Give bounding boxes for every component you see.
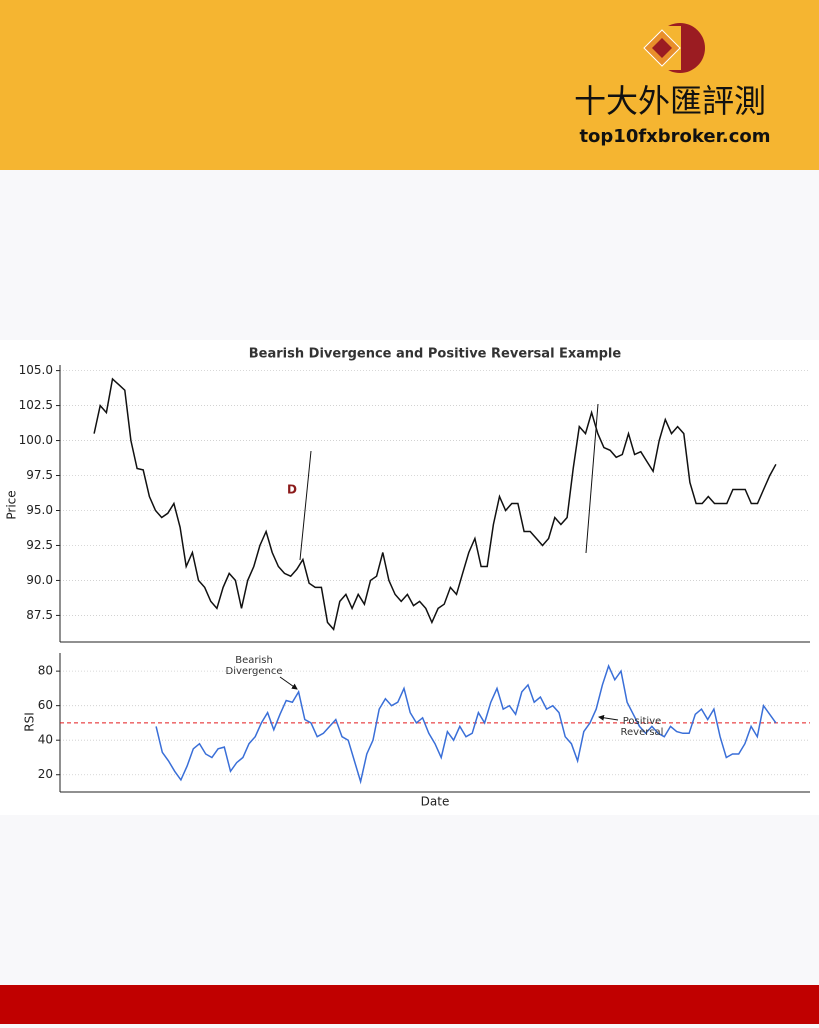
annotation: Divergence xyxy=(226,666,283,677)
y-tick-label: 87.5 xyxy=(26,608,53,622)
y-tick-label: 105.0 xyxy=(19,363,53,377)
annotation: Reversal xyxy=(621,727,664,738)
y-tick-label: 20 xyxy=(38,767,53,781)
brand: 十大外匯評測 xyxy=(574,82,766,120)
annotation-arrow xyxy=(279,676,298,690)
logo-diamond-inner xyxy=(652,38,672,58)
y-tick-label: 90.0 xyxy=(26,573,53,587)
y-axis-label: Price xyxy=(5,490,19,519)
site: top10fxbroker.com xyxy=(579,126,770,147)
annotation-line xyxy=(299,450,312,561)
plots: 87.5 90.0 92.5 95.0 97.5 100.0 102.5 105.0 Price… xyxy=(5,347,810,809)
annotation-arrow xyxy=(598,714,619,721)
chart-title: Bearish Divergence and Positive Reversal… xyxy=(249,347,622,362)
footer-bar xyxy=(0,985,819,1024)
y-tick-label: 100.0 xyxy=(19,433,53,447)
y-tick-label: 60 xyxy=(38,698,53,712)
y-tick-label: 95.0 xyxy=(26,503,53,517)
y-tick-label: 80 xyxy=(38,664,53,678)
annotation: D xyxy=(287,483,297,497)
y-tick-label: 97.5 xyxy=(26,468,53,482)
x-axis-label: Date xyxy=(421,795,450,809)
y-tick-label: 92.5 xyxy=(26,538,53,552)
chart-area xyxy=(0,340,819,815)
annotation: Positive xyxy=(623,716,662,727)
y-axis-label: RSI xyxy=(23,712,37,732)
annotation-line xyxy=(585,403,599,554)
series-line xyxy=(93,377,777,632)
y-tick-label: 40 xyxy=(38,733,53,747)
series-line xyxy=(155,663,777,785)
y-tick-label: 102.5 xyxy=(19,398,53,412)
annotation: Bearish xyxy=(235,655,273,666)
